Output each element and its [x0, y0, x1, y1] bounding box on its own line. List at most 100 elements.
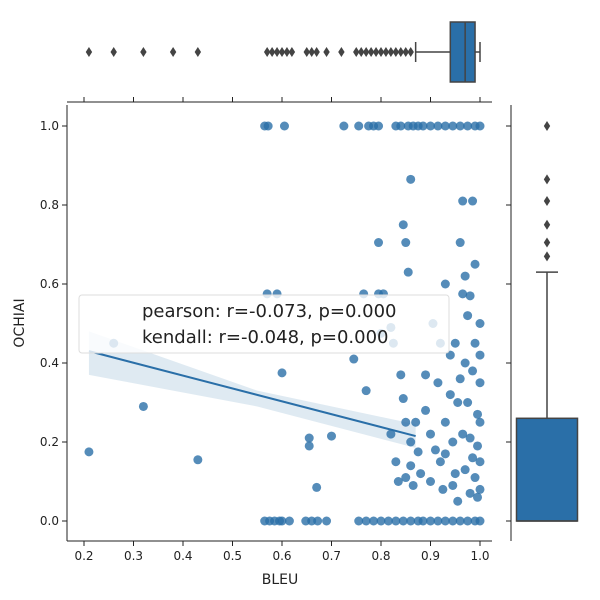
scatter-point	[406, 461, 416, 471]
scatter-point	[138, 401, 148, 411]
regression-line	[88, 350, 416, 438]
scatter-point	[426, 121, 435, 131]
scatter-point	[418, 516, 428, 526]
x-axis-label: BLEU	[262, 572, 299, 588]
x-tick-label: 0.7	[322, 549, 341, 563]
scatter-point	[433, 121, 443, 131]
scatter-point	[470, 473, 480, 483]
scatter-point	[460, 271, 470, 281]
top-outlier	[110, 47, 117, 57]
scatter-point	[312, 482, 322, 492]
legend-kendall: kendall: r=-0.048, p=0.000	[142, 327, 389, 348]
y-tick-label: 0.6	[40, 277, 59, 291]
top-outlier	[397, 47, 404, 57]
scatter-point	[349, 354, 359, 364]
top-outlier	[353, 47, 360, 57]
right-outlier	[543, 237, 551, 248]
top-outlier	[358, 47, 365, 57]
scatter-point	[277, 516, 287, 526]
scatter-point	[475, 350, 485, 360]
scatter-point	[398, 220, 408, 230]
scatter-point	[445, 390, 455, 400]
right-box	[515, 417, 579, 522]
scatter-point	[448, 516, 458, 526]
top-outlier	[372, 47, 380, 57]
scatter-point	[458, 196, 468, 206]
scatter-point	[475, 457, 485, 467]
scatter-point	[433, 378, 443, 388]
scatter-point	[475, 319, 485, 328]
top-outlier	[268, 47, 276, 57]
top-outlier	[194, 47, 202, 57]
scatter-point	[438, 484, 448, 494]
top-outlier	[273, 47, 281, 57]
scatter-point	[473, 492, 483, 502]
scatter-point	[468, 453, 478, 463]
top-outlier	[313, 47, 320, 57]
x-tick-label: 0.9	[421, 549, 440, 563]
legend-pearson: pearson: r=-0.073, p=0.000	[142, 301, 397, 322]
top-outlier	[140, 47, 147, 57]
right-boxplot	[515, 121, 579, 522]
scatter-point	[277, 368, 287, 378]
y-tick-label: 0.2	[40, 435, 59, 449]
x-tick-label: 1.0	[470, 549, 489, 563]
scatter-point	[263, 121, 273, 131]
scatter-point	[475, 121, 485, 131]
stats-legend: pearson: r=-0.073, p=0.000 kendall: r=-0…	[78, 294, 450, 354]
scatter-point	[455, 516, 465, 526]
scatter-point	[455, 374, 465, 384]
scatter-point	[396, 370, 406, 380]
scatter-point	[322, 516, 332, 526]
top-outlier	[367, 47, 375, 57]
top-outlier	[288, 47, 296, 57]
x-tick-label: 0.8	[371, 549, 390, 563]
scatter-point	[426, 477, 435, 486]
right-outlier	[543, 251, 551, 262]
top-boxplot-panel	[67, 21, 492, 103]
scatter-point	[475, 516, 485, 526]
scatter-point	[460, 465, 470, 475]
scatter-point	[401, 238, 411, 248]
scatter-point	[304, 433, 314, 443]
scatter-point	[406, 516, 416, 526]
scatter-point	[458, 429, 468, 439]
scatter-point	[279, 121, 289, 131]
scatter-point	[416, 469, 426, 479]
x-tick-group: 0.2 0.3 0.4 0.5 0.6 0.7 0.8 0.9 1.0	[74, 97, 490, 563]
regression-confidence-band	[88, 331, 416, 448]
scatter-point	[391, 457, 401, 467]
scatter-point	[406, 174, 416, 184]
top-outlier	[382, 47, 390, 57]
scatter-point	[448, 480, 458, 490]
scatter-point	[84, 447, 94, 457]
top-outlier	[392, 47, 400, 57]
scatter-point	[433, 516, 443, 526]
scatter-point	[284, 516, 294, 526]
scatter-point	[450, 469, 460, 479]
scatter-point	[463, 121, 473, 131]
scatter-point	[354, 121, 364, 131]
scatter-point	[401, 473, 411, 483]
scatter-point	[453, 398, 463, 407]
scatter-point	[475, 484, 485, 494]
scatter-point	[448, 437, 458, 447]
y-tick-label: 0.4	[40, 356, 59, 370]
scatter-point	[421, 370, 431, 380]
scatter-point	[193, 455, 203, 465]
scatter-point	[440, 516, 450, 526]
right-boxplot-panel	[510, 105, 579, 541]
top-outlier	[323, 47, 330, 57]
scatter-point	[440, 449, 450, 459]
y-tick-label: 0.8	[40, 198, 59, 212]
scatter-point	[313, 516, 323, 526]
scatter-point	[455, 121, 465, 131]
scatter-point	[473, 409, 483, 419]
scatter-points	[84, 121, 485, 526]
scatter-point	[369, 516, 379, 526]
top-outlier	[338, 47, 345, 57]
top-outlier	[362, 47, 370, 57]
scatter-point	[386, 429, 396, 439]
top-outlier	[387, 47, 395, 57]
